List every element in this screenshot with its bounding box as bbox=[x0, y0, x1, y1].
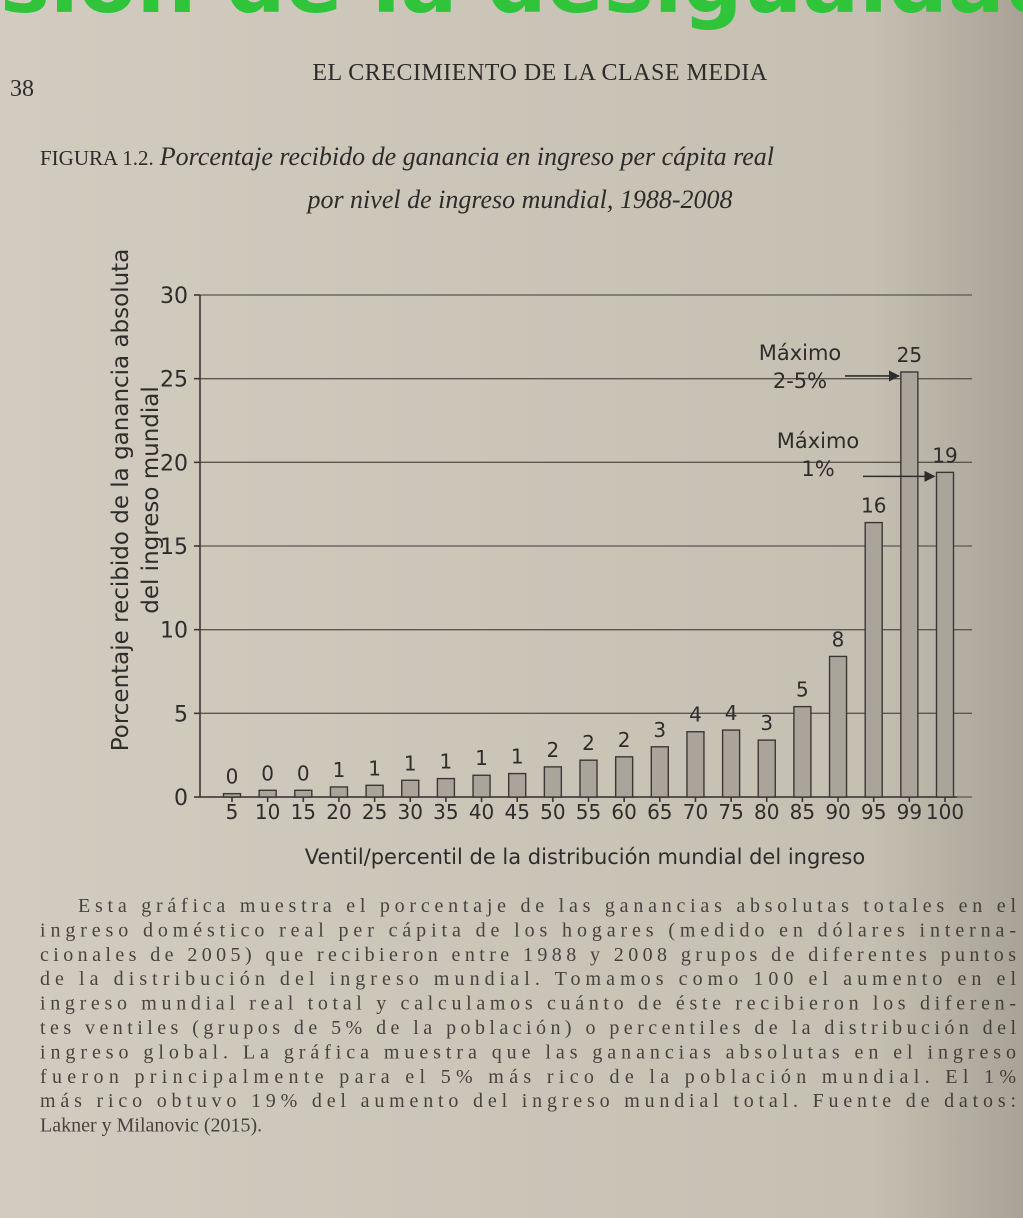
annotation-text: 1% bbox=[801, 457, 834, 481]
y-axis-title-line: Porcentaje recibido de la ganancia absol… bbox=[108, 249, 134, 752]
x-tick-label: 75 bbox=[718, 800, 743, 824]
figure-label: FIGURA 1.2. bbox=[40, 146, 154, 170]
bar bbox=[508, 772, 527, 798]
bar bbox=[543, 766, 563, 798]
y-tick-label: 5 bbox=[174, 702, 188, 727]
bar bbox=[579, 759, 598, 798]
banner: sión de la desigualdad bbox=[0, 0, 1023, 32]
x-tick-label: 50 bbox=[540, 800, 565, 824]
value-label: 3 bbox=[653, 718, 666, 742]
annotation-text: 2-5% bbox=[773, 369, 827, 393]
value-label: 1 bbox=[475, 746, 488, 770]
value-label: 8 bbox=[832, 627, 845, 651]
value-label: 0 bbox=[226, 765, 239, 789]
y-tick-label: 0 bbox=[174, 786, 188, 811]
x-tick-label: 55 bbox=[576, 800, 601, 824]
x-tick-label: 65 bbox=[647, 800, 672, 824]
value-label: 2 bbox=[618, 728, 631, 752]
bar bbox=[721, 729, 741, 798]
value-label: 5 bbox=[796, 678, 809, 702]
bar bbox=[365, 784, 384, 798]
x-tick-label: 60 bbox=[611, 800, 636, 824]
body-line: tes ventiles (grupos de 5% de la poblaci… bbox=[40, 1017, 1016, 1039]
bar bbox=[472, 774, 491, 798]
x-tick-label: 40 bbox=[469, 800, 494, 824]
y-axis-title: Porcentaje recibido de la ganancia absol… bbox=[108, 249, 164, 752]
x-tick-label: 100 bbox=[926, 800, 964, 824]
bar bbox=[686, 731, 705, 798]
x-tick-label: 35 bbox=[433, 800, 458, 824]
value-label: 2 bbox=[582, 731, 595, 755]
y-tick-label: 25 bbox=[160, 368, 188, 393]
bar bbox=[900, 371, 919, 798]
x-tick-label: 45 bbox=[504, 800, 529, 824]
body-line: de la distribución del ingreso mundial. … bbox=[40, 968, 1016, 990]
caption-line: por nivel de ingreso mundial, 1988-2008 bbox=[305, 185, 732, 214]
value-label: 1 bbox=[440, 750, 453, 774]
value-label: 4 bbox=[689, 703, 702, 727]
bar bbox=[329, 786, 349, 798]
value-label: 1 bbox=[333, 758, 346, 782]
x-tick-label: 80 bbox=[754, 800, 779, 824]
value-label: 1 bbox=[511, 745, 524, 769]
value-label: 0 bbox=[261, 761, 274, 785]
y-tick-label: 30 bbox=[160, 284, 188, 309]
value-label: 25 bbox=[897, 343, 922, 367]
value-label: 16 bbox=[861, 494, 886, 518]
running-head: EL CRECIMIENTO DE LA CLASE MEDIA bbox=[312, 60, 767, 86]
x-tick-label: 95 bbox=[861, 800, 886, 824]
x-tick-label: 99 bbox=[897, 800, 922, 824]
figure-caption: FIGURA 1.2. Porcentaje recibido de gananc… bbox=[40, 142, 774, 171]
x-tick-label: 70 bbox=[683, 800, 708, 824]
x-tick-label: 85 bbox=[790, 800, 815, 824]
value-label: 4 bbox=[725, 701, 738, 725]
value-label: 19 bbox=[932, 443, 957, 467]
bar bbox=[650, 746, 669, 798]
x-tick-label: 5 bbox=[226, 800, 239, 824]
y-tick-label: 20 bbox=[160, 451, 188, 476]
body-line: ingreso global. La gráfica muestra que l… bbox=[40, 1041, 1016, 1063]
body-line: Lakner y Milanovic (2015). bbox=[40, 1115, 262, 1137]
value-label: 1 bbox=[404, 751, 417, 775]
y-axis-title-line: del ingreso mundial bbox=[138, 386, 164, 614]
bar bbox=[436, 777, 456, 798]
x-tick-label: 15 bbox=[291, 800, 316, 824]
bar bbox=[614, 756, 634, 798]
value-label: 2 bbox=[546, 738, 559, 762]
annotation-text: Máximo bbox=[777, 429, 860, 453]
page-number: 38 bbox=[10, 76, 34, 102]
x-tick-label: 90 bbox=[825, 800, 850, 824]
annotation-text: Máximo bbox=[759, 341, 842, 365]
bar bbox=[793, 705, 812, 798]
y-tick-label: 10 bbox=[160, 619, 188, 644]
x-tick-label: 10 bbox=[255, 800, 280, 824]
x-tick-label: 30 bbox=[398, 800, 423, 824]
body-line: ingreso doméstico real per cápita de los… bbox=[40, 919, 1016, 941]
y-tick-label: 15 bbox=[160, 535, 188, 560]
bar bbox=[864, 521, 883, 798]
value-label: 3 bbox=[760, 711, 773, 735]
value-label: 1 bbox=[368, 756, 381, 780]
caption-line: Porcentaje recibido de ganancia en ingre… bbox=[159, 142, 774, 171]
x-axis-title: Ventil/percentil de la distribución mund… bbox=[305, 845, 865, 869]
bar bbox=[401, 779, 420, 798]
x-tick-label: 20 bbox=[326, 800, 351, 824]
bar bbox=[828, 655, 848, 798]
bar bbox=[294, 789, 313, 798]
bar bbox=[222, 792, 242, 798]
value-label: 0 bbox=[297, 761, 310, 785]
bar bbox=[935, 471, 955, 798]
chart: 0510152025305010015020125130135140145150… bbox=[108, 249, 972, 869]
x-tick-label: 25 bbox=[362, 800, 387, 824]
bar bbox=[757, 739, 776, 798]
bar bbox=[258, 789, 277, 798]
body-line: cionales de 2005) que recibieron entre 1… bbox=[40, 944, 1016, 966]
